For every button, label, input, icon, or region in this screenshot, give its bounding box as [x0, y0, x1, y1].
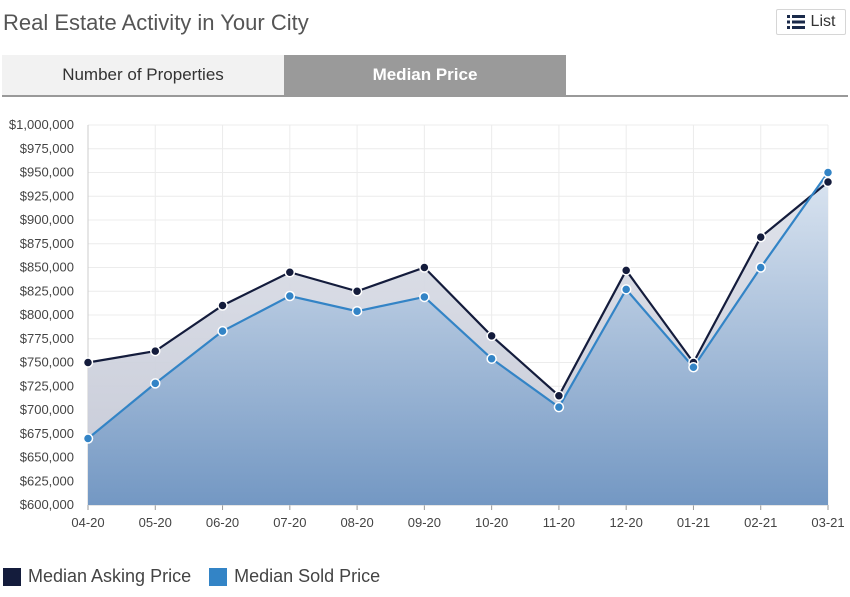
page-title: Real Estate Activity in Your City: [3, 10, 309, 35]
y-tick-label: $675,000: [20, 426, 74, 441]
point-median-sold-price: [82, 433, 94, 444]
point-median-asking-price: [755, 231, 766, 243]
y-tick-label: $750,000: [20, 355, 74, 370]
point-median-sold-price: [620, 284, 632, 295]
legend-swatch-asking: [3, 567, 21, 586]
point-median-asking-price: [351, 286, 363, 297]
area-median-sold-price: [88, 172, 828, 505]
point-median-asking-price: [553, 390, 565, 401]
y-tick-label: $925,000: [20, 188, 74, 203]
x-tick-label: 05-20: [139, 515, 172, 530]
y-tick-label: $975,000: [20, 141, 74, 156]
chart-tabs: Number of Properties Median Price: [2, 55, 848, 97]
point-median-asking-price: [486, 330, 497, 342]
legend-item-sold[interactable]: Median Sold Price: [209, 566, 380, 587]
x-tick-label: 12-20: [610, 515, 643, 530]
point-median-asking-price: [217, 300, 228, 311]
line-median-asking-price: [87, 181, 829, 398]
y-tick-label: $875,000: [20, 236, 74, 251]
point-median-sold-price: [217, 325, 228, 337]
list-button[interactable]: List: [776, 9, 846, 35]
y-tick-label: $800,000: [20, 307, 74, 322]
point-median-sold-price: [688, 362, 699, 373]
chart-legend: Median Asking Price Median Sold Price: [3, 566, 398, 587]
point-median-sold-price: [755, 262, 766, 273]
x-tick-label: 11-20: [543, 515, 575, 530]
x-tick-label: 04-20: [71, 515, 104, 530]
y-tick-label: $900,000: [20, 212, 74, 227]
y-tick-label: $825,000: [20, 283, 74, 298]
point-median-sold-price: [150, 378, 161, 389]
x-tick-label: 02-21: [744, 515, 777, 530]
point-median-sold-price: [822, 167, 834, 178]
point-median-sold-price: [553, 401, 565, 413]
y-tick-label: $775,000: [20, 331, 74, 346]
x-tick-label: 03-21: [811, 515, 844, 530]
x-tick-label: 07-20: [273, 515, 306, 530]
point-median-asking-price: [150, 345, 161, 357]
point-median-asking-price: [822, 176, 834, 188]
y-tick-label: $650,000: [20, 450, 74, 465]
point-median-sold-price: [486, 353, 497, 364]
point-median-sold-price: [284, 290, 296, 302]
point-median-sold-price: [351, 305, 363, 317]
y-tick-label: $850,000: [20, 260, 74, 275]
point-median-asking-price: [284, 267, 296, 278]
legend-item-asking[interactable]: Median Asking Price: [3, 566, 191, 587]
x-tick-label: 08-20: [340, 515, 373, 530]
x-tick-label: 06-20: [206, 515, 239, 530]
y-tick-label: $950,000: [20, 165, 74, 180]
list-button-label: List: [810, 13, 836, 30]
y-tick-label: $700,000: [20, 402, 74, 417]
point-median-asking-price: [82, 357, 94, 368]
median-price-chart: $600,000 $625,000 $650,000 $675,000 $700,000…: [9, 117, 845, 530]
tab-median-price[interactable]: Median Price: [284, 55, 566, 95]
point-median-sold-price: [419, 291, 430, 303]
point-median-asking-price: [419, 262, 430, 273]
y-tick-label: $725,000: [20, 378, 74, 393]
line-median-sold-price: [87, 171, 829, 440]
legend-label-asking: Median Asking Price: [28, 566, 192, 586]
legend-label-sold: Median Sold Price: [234, 566, 381, 586]
y-tick-label: $600,000: [20, 497, 74, 512]
y-tick-label: $625,000: [20, 473, 74, 488]
y-tick-label: $1,000,000: [9, 117, 74, 132]
legend-swatch-sold: [209, 567, 228, 586]
tab-number-of-properties[interactable]: Number of Properties: [2, 55, 284, 95]
x-tick-label: 09-20: [408, 515, 441, 530]
x-tick-label: 10-20: [475, 515, 508, 530]
x-tick-label: 01-21: [677, 515, 710, 530]
point-median-asking-price: [620, 265, 632, 276]
list-icon: [786, 15, 805, 29]
